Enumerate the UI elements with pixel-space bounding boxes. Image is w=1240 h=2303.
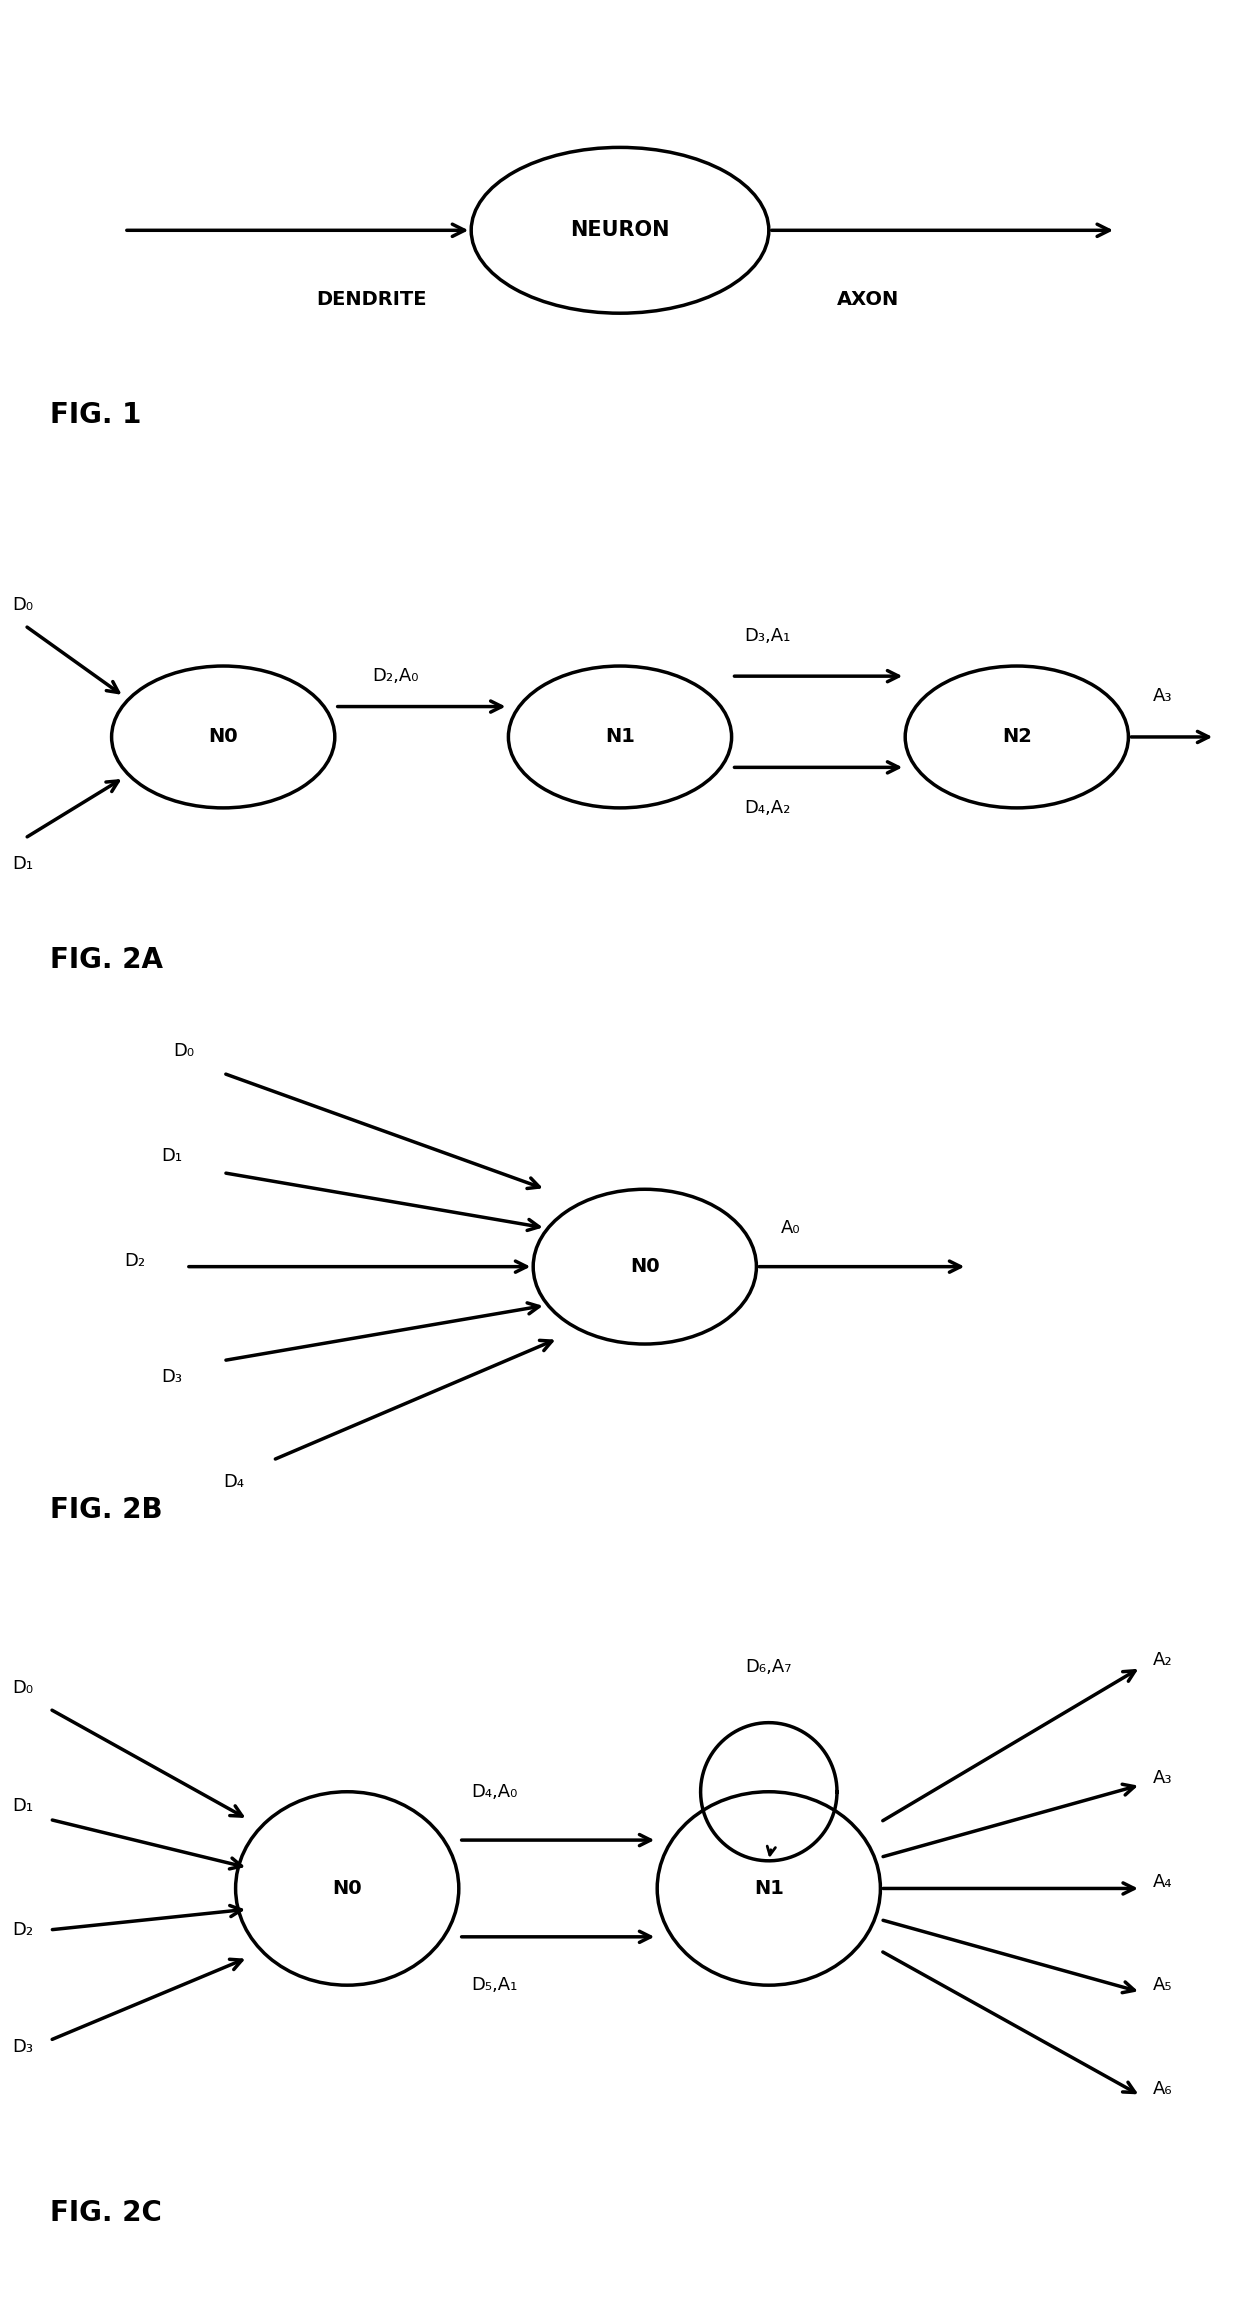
Text: A₄: A₄ [1153, 1872, 1173, 1891]
Text: D₄: D₄ [223, 1474, 244, 1492]
Text: FIG. 2B: FIG. 2B [50, 1497, 162, 1525]
Text: N2: N2 [1002, 728, 1032, 746]
Text: D₂: D₂ [12, 1921, 33, 1939]
Text: D₀: D₀ [12, 1679, 33, 1697]
Text: D₂,A₀: D₂,A₀ [372, 668, 419, 686]
Text: DENDRITE: DENDRITE [316, 290, 428, 309]
Text: A₅: A₅ [1153, 1976, 1173, 1994]
Text: FIG. 1: FIG. 1 [50, 401, 141, 428]
Text: FIG. 2C: FIG. 2C [50, 2199, 161, 2227]
Text: D₀: D₀ [12, 596, 33, 615]
Text: D₀: D₀ [174, 1041, 195, 1059]
Text: NEURON: NEURON [570, 221, 670, 240]
Text: D₃: D₃ [12, 2038, 33, 2057]
Text: N0: N0 [332, 1879, 362, 1898]
Text: D₃,A₁: D₃,A₁ [744, 626, 790, 645]
Text: D₄,A₂: D₄,A₂ [744, 799, 790, 818]
Text: A₀: A₀ [781, 1218, 801, 1237]
Text: N1: N1 [605, 728, 635, 746]
Text: D₅,A₁: D₅,A₁ [471, 1976, 517, 1994]
Text: N0: N0 [208, 728, 238, 746]
Text: N1: N1 [754, 1879, 784, 1898]
Text: D₆,A₇: D₆,A₇ [745, 1658, 792, 1677]
Text: AXON: AXON [837, 290, 899, 309]
Text: D₄,A₀: D₄,A₀ [471, 1783, 517, 1801]
Text: A₃: A₃ [1153, 1769, 1173, 1787]
Text: D₁: D₁ [12, 854, 33, 873]
Text: D₃: D₃ [161, 1368, 182, 1386]
Text: D₁: D₁ [161, 1147, 182, 1165]
Text: A₃: A₃ [1153, 686, 1173, 705]
Text: FIG. 2A: FIG. 2A [50, 947, 162, 974]
Text: D₂: D₂ [124, 1253, 145, 1271]
Text: D₁: D₁ [12, 1796, 33, 1815]
Text: A₂: A₂ [1153, 1651, 1173, 1670]
Text: A₆: A₆ [1153, 2080, 1173, 2098]
Text: N0: N0 [630, 1257, 660, 1276]
